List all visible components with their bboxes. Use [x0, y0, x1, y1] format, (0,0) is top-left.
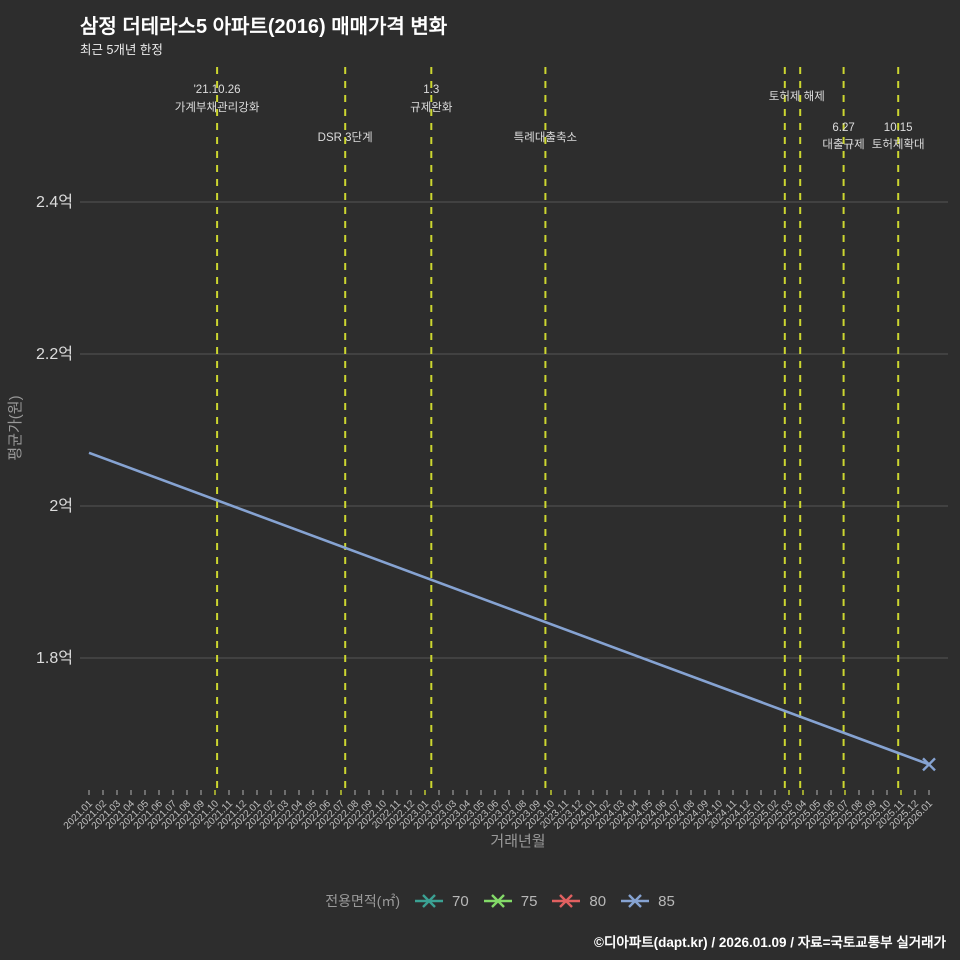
- event-annotation: 6.27: [832, 122, 854, 134]
- event-annotation: 규제완화: [410, 101, 453, 114]
- event-annotation: DSR 3단계: [318, 131, 373, 144]
- last-point-x-marker: [922, 757, 936, 772]
- legend-item-label: 80: [589, 892, 607, 910]
- legend-item-80: 80: [551, 893, 606, 910]
- event-annotation: 대출규제: [822, 138, 864, 151]
- event-annotation: '21.10.26: [194, 84, 241, 96]
- y-tick-label: 2억: [49, 497, 73, 515]
- y-tick-label: 1.8억: [36, 649, 73, 667]
- source-credit: ©디아파트(dapt.kr) / 2026.01.09 / 자료=국토교통부 실…: [594, 935, 946, 950]
- event-annotation: 토허제 해제: [769, 90, 825, 103]
- series-marker-icon: [552, 894, 581, 908]
- series-marker-icon: [483, 894, 512, 908]
- event-annotation: 가계부채관리강화: [175, 101, 260, 114]
- x-axis-title: 거래년월: [490, 833, 545, 850]
- legend-item-label: 85: [658, 892, 675, 910]
- series-marker-icon: [415, 894, 444, 908]
- event-annotation: 1.3: [423, 84, 439, 96]
- price-line-85: [88, 451, 930, 766]
- legend-item-label: 75: [520, 892, 538, 910]
- y-tick-label: 2.4억: [36, 193, 73, 211]
- legend-item-label: 70: [452, 892, 469, 910]
- event-annotation: 토허제확대: [872, 138, 925, 151]
- legend-item-70: 70: [414, 893, 469, 910]
- legend-title: 전용면적(㎡): [325, 893, 401, 909]
- price-line-chart: 2.4억2.2억2억1.8억평균가(원)2021.012021.022021.0…: [7, 67, 948, 850]
- event-annotation: 10.15: [884, 122, 913, 134]
- legend-item-85: 85: [620, 893, 675, 910]
- chart-legend: 전용면적(㎡) 70 75 80 85: [0, 891, 960, 911]
- event-annotation: 특례대출축소: [514, 131, 577, 144]
- y-tick-label: 2.2억: [36, 345, 73, 363]
- series-marker-icon: [621, 894, 650, 908]
- chart-title: 삼정 더테라스5 아파트(2016) 매매가격 변화: [80, 16, 448, 38]
- legend-item-75: 75: [483, 892, 538, 910]
- chart-subtitle: 최근 5개년 한정: [80, 43, 163, 57]
- y-axis-title: 평균가(원): [7, 395, 24, 460]
